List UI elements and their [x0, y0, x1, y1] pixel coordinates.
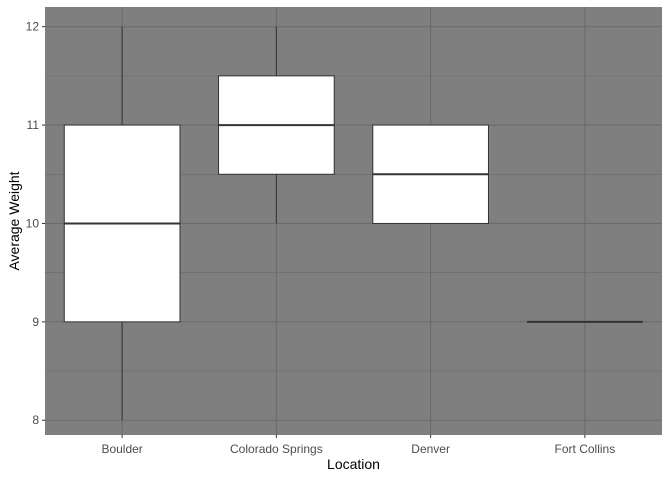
- boxes-layer: [63, 26, 643, 421]
- x-axis: Boulder Colorado Springs Denver Fort Collin…: [101, 435, 615, 456]
- y-tick-label: 12: [26, 20, 40, 34]
- y-tick-label: 8: [32, 413, 39, 427]
- x-tick-label: Colorado Springs: [230, 442, 323, 456]
- y-axis-title: Average Weight: [6, 171, 22, 270]
- x-tick-label: Fort Collins: [555, 442, 616, 456]
- box-denver: [372, 124, 489, 224]
- y-tick-label: 9: [32, 315, 39, 329]
- y-tick-label: 11: [27, 118, 40, 132]
- y-axis: 8 9 10 11 12: [26, 20, 45, 427]
- x-tick-label: Boulder: [101, 442, 142, 456]
- x-axis-title: Location: [327, 456, 380, 472]
- box-colorado-springs: [218, 26, 335, 224]
- box-boulder: [63, 26, 181, 421]
- x-tick-label: Denver: [411, 442, 450, 456]
- y-tick-label: 10: [26, 216, 40, 230]
